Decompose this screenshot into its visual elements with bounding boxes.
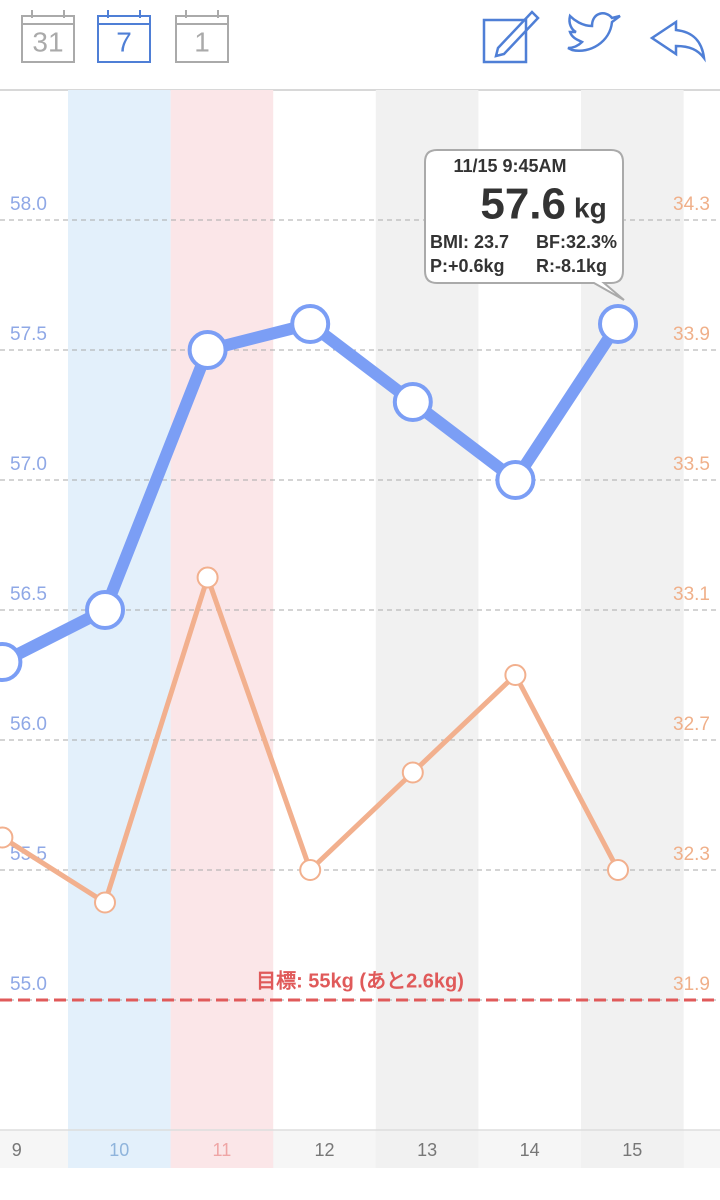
y-tick-label: 56.0 <box>10 714 47 735</box>
plot-area: 9 10 11 12 13 14 1558.057.557.056.556.055.555.… <box>0 90 720 1168</box>
y2-tick-label: 32.7 <box>673 714 710 735</box>
day-band <box>68 90 171 1168</box>
y2-tick-label: 34.3 <box>673 194 710 215</box>
toolbar: 31 7 1 <box>0 10 720 91</box>
y2-tick-label: 31.9 <box>673 974 710 995</box>
calendar-label: 1 <box>194 26 210 57</box>
x-tick-label: 15 <box>622 1140 642 1160</box>
tooltip-bmi: BMI: 23.7 <box>430 232 509 252</box>
y-tick-label: 55.0 <box>10 974 47 995</box>
data-point <box>598 304 638 344</box>
tooltip-bf: BF:32.3% <box>536 232 617 252</box>
calendar-label: 7 <box>116 26 132 57</box>
edit-button[interactable] <box>482 10 540 64</box>
calendar-week-button[interactable] <box>97 10 151 63</box>
calendar-month-button[interactable] <box>21 10 75 63</box>
x-tick-label: 11 <box>213 1140 232 1160</box>
x-tick-label: 10 <box>109 1140 129 1160</box>
x-tick-label: 12 <box>314 1140 334 1160</box>
data-point <box>607 859 629 881</box>
data-point <box>504 664 527 686</box>
data-point <box>495 460 536 500</box>
tooltip-r: R:-8.1kg <box>536 256 607 276</box>
tooltip-unit: kg <box>574 192 607 223</box>
plot-overlay: 11/15 9:45AM 57.6 kg BMI: 23.7 BF:32.3% … <box>0 149 638 914</box>
data-point <box>94 891 116 914</box>
data-point <box>392 382 433 422</box>
y2-tick-label: 33.5 <box>673 454 710 475</box>
y2-tick-label: 33.9 <box>673 324 710 345</box>
data-point <box>0 826 14 849</box>
data-point <box>196 566 219 589</box>
y-tick-label: 57.5 <box>10 324 47 345</box>
goal-label: 目標: 55kg (あと2.6kg) <box>256 968 464 992</box>
data-point <box>290 304 331 344</box>
data-point <box>187 330 228 370</box>
data-point <box>85 590 125 630</box>
y-tick-label: 58.0 <box>10 194 47 215</box>
twitter-button[interactable] <box>567 12 621 53</box>
tooltip: 11/15 9:45AM 57.6 kg BMI: 23.7 BF:32.3% … <box>424 149 625 301</box>
data-point <box>401 761 424 784</box>
x-tick-label: 14 <box>520 1140 540 1160</box>
calendar-day-button[interactable] <box>175 10 229 63</box>
tooltip-p: P:+0.6kg <box>430 256 505 276</box>
x-tick-label: 9 <box>12 1140 22 1160</box>
day-band <box>170 90 274 1168</box>
back-button[interactable] <box>649 19 706 63</box>
y2-tick-label: 33.1 <box>673 584 710 605</box>
y-tick-label: 57.0 <box>10 454 47 475</box>
tooltip-datetime: 11/15 9:45AM <box>453 156 566 176</box>
x-tick-label: 13 <box>417 1140 437 1160</box>
y2-tick-label: 32.3 <box>673 844 710 865</box>
calendar-label: 31 <box>32 26 63 57</box>
data-point <box>0 642 23 682</box>
data-point <box>299 859 322 881</box>
tooltip-value: 57.6 <box>480 180 566 229</box>
y-tick-label: 56.5 <box>10 584 47 605</box>
